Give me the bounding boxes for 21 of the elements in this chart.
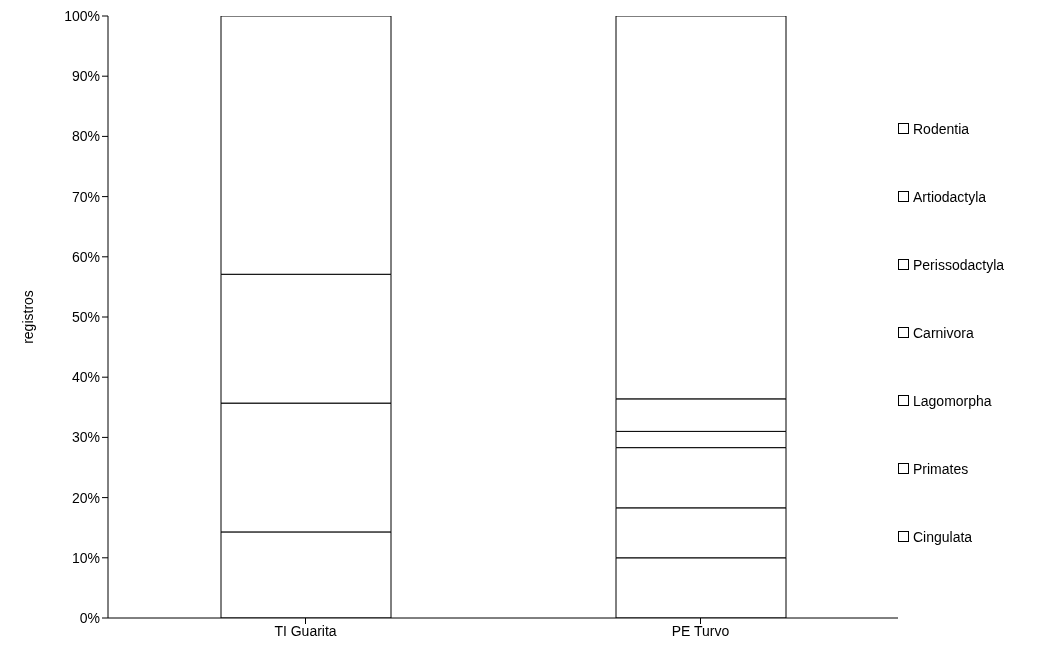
legend-label: Cingulata — [913, 529, 973, 545]
y-tick-label: 20% — [71, 489, 100, 506]
legend-label: Rodentia — [913, 121, 970, 137]
y-tick-label: 40% — [71, 369, 100, 386]
y-tick-label: 80% — [71, 128, 100, 145]
legend-label: Artiodactyla — [913, 189, 987, 205]
x-tick-label: PE Turvo — [671, 622, 730, 639]
y-tick-label: 70% — [71, 188, 100, 205]
y-tick-label: 90% — [71, 68, 100, 85]
legend-label: Perissodactyla — [913, 257, 1005, 273]
y-tick-label: 10% — [71, 549, 100, 566]
legend-label: Primates — [913, 461, 969, 477]
y-tick-label: 0% — [79, 609, 100, 626]
y-tick-label: 30% — [71, 429, 100, 446]
y-tick-label: 60% — [71, 248, 100, 265]
y-tick-label: 100% — [64, 7, 100, 24]
y-axis-title: registros — [19, 290, 36, 344]
legend-label: Carnivora — [913, 325, 974, 341]
x-tick-label: TI Guarita — [274, 622, 337, 639]
y-tick-label: 50% — [71, 308, 100, 325]
legend-label: Lagomorpha — [913, 393, 992, 409]
